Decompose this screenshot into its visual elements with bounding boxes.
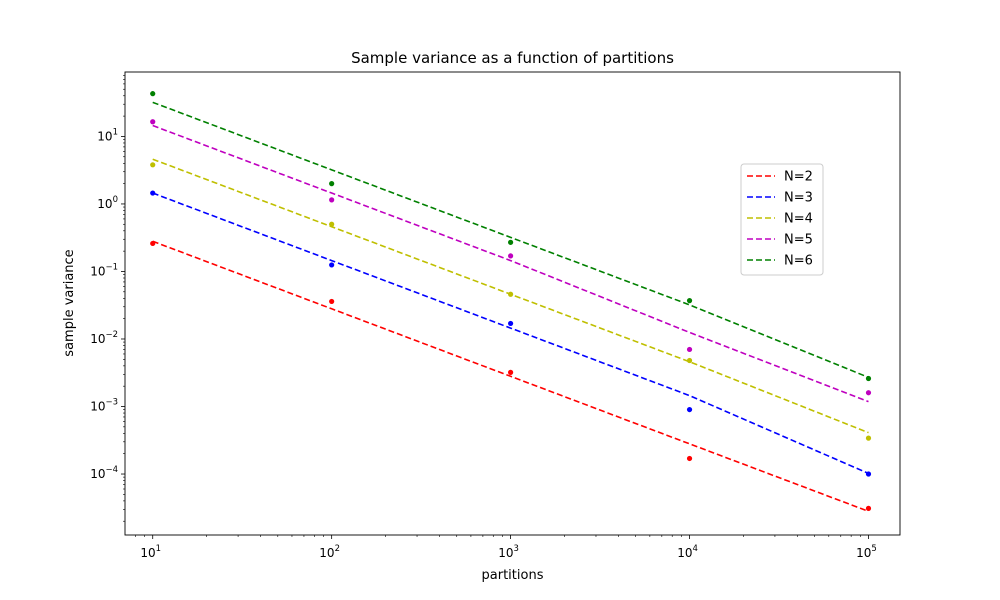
legend-box [740,163,824,276]
chart-title: Sample variance as a function of partiti… [351,49,674,67]
data-point-N=2 [150,240,156,247]
data-point-N=4 [865,435,872,441]
legend-label: N=2 [784,170,813,185]
legend-label: N=3 [784,191,813,206]
y-axis-label: sample variance [62,249,77,356]
y-tick-label: 10−4 [90,465,118,481]
data-point-N=2 [865,505,872,511]
y-tick-label: 101 [97,127,118,143]
plot-frame [124,71,901,536]
y-tick-label: 100 [97,195,118,211]
plot-area: 101 102 103 104 105 10−4 10−3 10−2 10−1 100 101 [90,71,901,560]
data-point-N=5 [686,346,693,353]
data-point-N=5 [508,253,514,259]
x-tick-label: 104 [677,544,698,560]
x-tick-label: 105 [856,544,877,560]
data-point-N=6 [150,91,156,97]
data-point-N=4 [686,357,693,364]
data-point-N=6 [865,375,872,382]
fit-line-N=6 [152,101,869,379]
x-tick-label: 101 [140,544,161,560]
x-axis-label: partitions [482,568,544,583]
data-point-N=3 [865,471,872,477]
data-point-N=3 [329,262,335,268]
data-point-N=3 [150,190,156,196]
legend-label: N=4 [784,212,813,227]
legend: N=2 N=3 N=4 N=5 N=6 [740,163,824,276]
data-point-N=4 [150,162,156,168]
x-tick-label: 103 [498,544,519,560]
data-point-N=6 [508,239,514,245]
legend-label: N=6 [784,254,813,269]
x-tick-label: 102 [319,544,340,560]
y-tick-label: 10−1 [90,262,118,278]
data-point-N=2 [508,369,514,375]
data-point-N=3 [508,320,514,327]
data-point-N=5 [329,197,335,203]
legend-label: N=5 [784,233,813,248]
y-tick-label: 10−2 [90,330,118,346]
fit-line-N=3 [152,192,869,475]
data-point-N=5 [865,390,872,396]
data-point-N=6 [686,298,693,304]
y-tick-label: 10−3 [90,398,118,414]
data-point-N=5 [150,119,156,125]
fit-line-N=5 [152,124,869,403]
data-point-N=3 [686,406,693,413]
data-point-N=2 [329,298,335,305]
data-point-N=4 [508,291,514,297]
data-point-N=6 [329,181,335,187]
data-point-N=2 [686,455,693,462]
fit-line-N=2 [152,240,869,513]
data-point-N=4 [329,221,335,227]
